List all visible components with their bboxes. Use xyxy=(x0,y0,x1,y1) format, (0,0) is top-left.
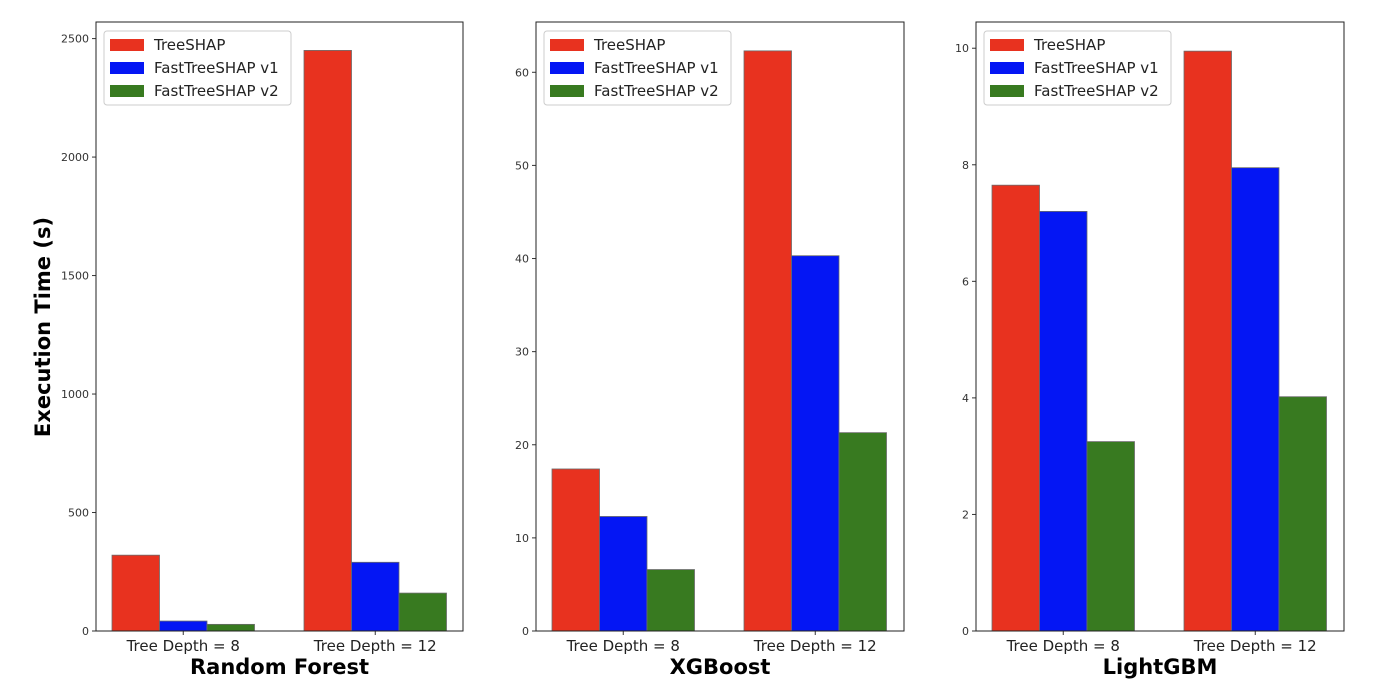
bar-1-1-1 xyxy=(111,554,160,632)
legend-entry: TreeSHAP xyxy=(593,36,665,54)
x-tick-label: Tree Depth = 12 xyxy=(753,637,877,655)
y-tick-label: 2 xyxy=(962,508,969,521)
legend-entry: TreeSHAP xyxy=(153,36,225,54)
legend-swatch xyxy=(990,85,1024,97)
bar-3-1-1 xyxy=(991,184,1040,632)
legend-entry: FastTreeSHAP v1 xyxy=(594,59,719,77)
bar-1-2-1 xyxy=(303,50,352,632)
bar-2-1-3 xyxy=(646,569,695,632)
legend-entry: FastTreeSHAP v2 xyxy=(154,82,279,100)
y-tick-label: 0 xyxy=(522,625,529,638)
y-tick-label: 0 xyxy=(962,625,969,638)
y-tick-label: 2500 xyxy=(61,33,89,46)
y-tick-label: 40 xyxy=(515,253,529,266)
legend-swatch xyxy=(550,39,584,51)
bar-2-2-1 xyxy=(743,50,792,632)
x-tick-label: Tree Depth = 8 xyxy=(566,637,680,655)
plot-frame xyxy=(975,21,1345,632)
y-tick-label: 6 xyxy=(962,275,969,288)
subplot-title: XGBoost xyxy=(670,655,771,679)
bar-2-1-1 xyxy=(551,468,600,632)
legend-swatch xyxy=(110,62,144,74)
subplot-title: LightGBM xyxy=(1103,655,1218,679)
legend-box xyxy=(543,30,732,106)
bar-3-2-1 xyxy=(1183,50,1232,632)
y-tick-label: 20 xyxy=(515,439,529,452)
x-tick-label: Tree Depth = 8 xyxy=(1006,637,1120,655)
chart-panel-3: Tree Depth = 8 Tree Depth = 12 0 2 4 6 8 10 Ligh… xyxy=(955,21,1345,679)
bar-3-1-2 xyxy=(1039,211,1088,632)
y-tick-label: 500 xyxy=(68,507,89,520)
bar-1-2-3 xyxy=(398,592,447,632)
y-tick-label: 10 xyxy=(515,532,529,545)
legend-swatch xyxy=(550,85,584,97)
y-tick-label: 8 xyxy=(962,159,969,172)
legend-box xyxy=(103,30,292,106)
plot-frame xyxy=(95,21,464,632)
bar-3-1-3 xyxy=(1086,441,1135,632)
legend-swatch xyxy=(990,39,1024,51)
x-tick-label: Tree Depth = 8 xyxy=(126,637,240,655)
y-tick-label: 30 xyxy=(515,346,529,359)
bar-1-1-3 xyxy=(206,623,255,632)
legend-entry: FastTreeSHAP v1 xyxy=(154,59,279,77)
legend-entry: FastTreeSHAP v1 xyxy=(1034,59,1159,77)
y-tick-label: 2000 xyxy=(61,151,89,164)
legend-swatch xyxy=(110,85,144,97)
x-tick-label: Tree Depth = 12 xyxy=(1193,637,1317,655)
y-axis-label: Execution Time (s) xyxy=(31,217,55,437)
legend-entry: TreeSHAP xyxy=(1033,36,1105,54)
bar-1-1-2 xyxy=(159,620,208,632)
legend-swatch xyxy=(990,62,1024,74)
y-tick-label: 10 xyxy=(955,42,969,55)
bar-2-2-3 xyxy=(838,432,887,632)
subplot-title: Random Forest xyxy=(190,655,369,679)
bar-1-2-2 xyxy=(351,561,400,632)
legend-entry: FastTreeSHAP v2 xyxy=(594,82,719,100)
y-tick-label: 0 xyxy=(82,625,89,638)
y-tick-label: 50 xyxy=(515,159,529,172)
plot-frame xyxy=(535,21,905,632)
y-tick-label: 60 xyxy=(515,66,529,79)
legend-box xyxy=(983,30,1172,106)
panels: Tree Depth = 8 Tree Depth = 1205001000150… xyxy=(61,21,1345,679)
chart-panel-1: Tree Depth = 8 Tree Depth = 12 0 500 1000 150… xyxy=(61,21,464,679)
y-tick-label: 1000 xyxy=(61,388,89,401)
legend-entry: FastTreeSHAP v2 xyxy=(1034,82,1159,100)
y-tick-label: 1500 xyxy=(61,270,89,283)
y-tick-label: 4 xyxy=(962,392,969,405)
bar-2-2-2 xyxy=(791,255,840,632)
bar-2-1-2 xyxy=(599,516,648,632)
legend-swatch xyxy=(550,62,584,74)
x-tick-label: Tree Depth = 12 xyxy=(313,637,437,655)
chart-panel-2: Tree Depth = 8 Tree Depth = 12 0 10 20 30 40 50… xyxy=(515,21,905,679)
bar-3-2-2 xyxy=(1231,167,1280,632)
legend-swatch xyxy=(110,39,144,51)
bar-3-2-3 xyxy=(1278,396,1327,632)
